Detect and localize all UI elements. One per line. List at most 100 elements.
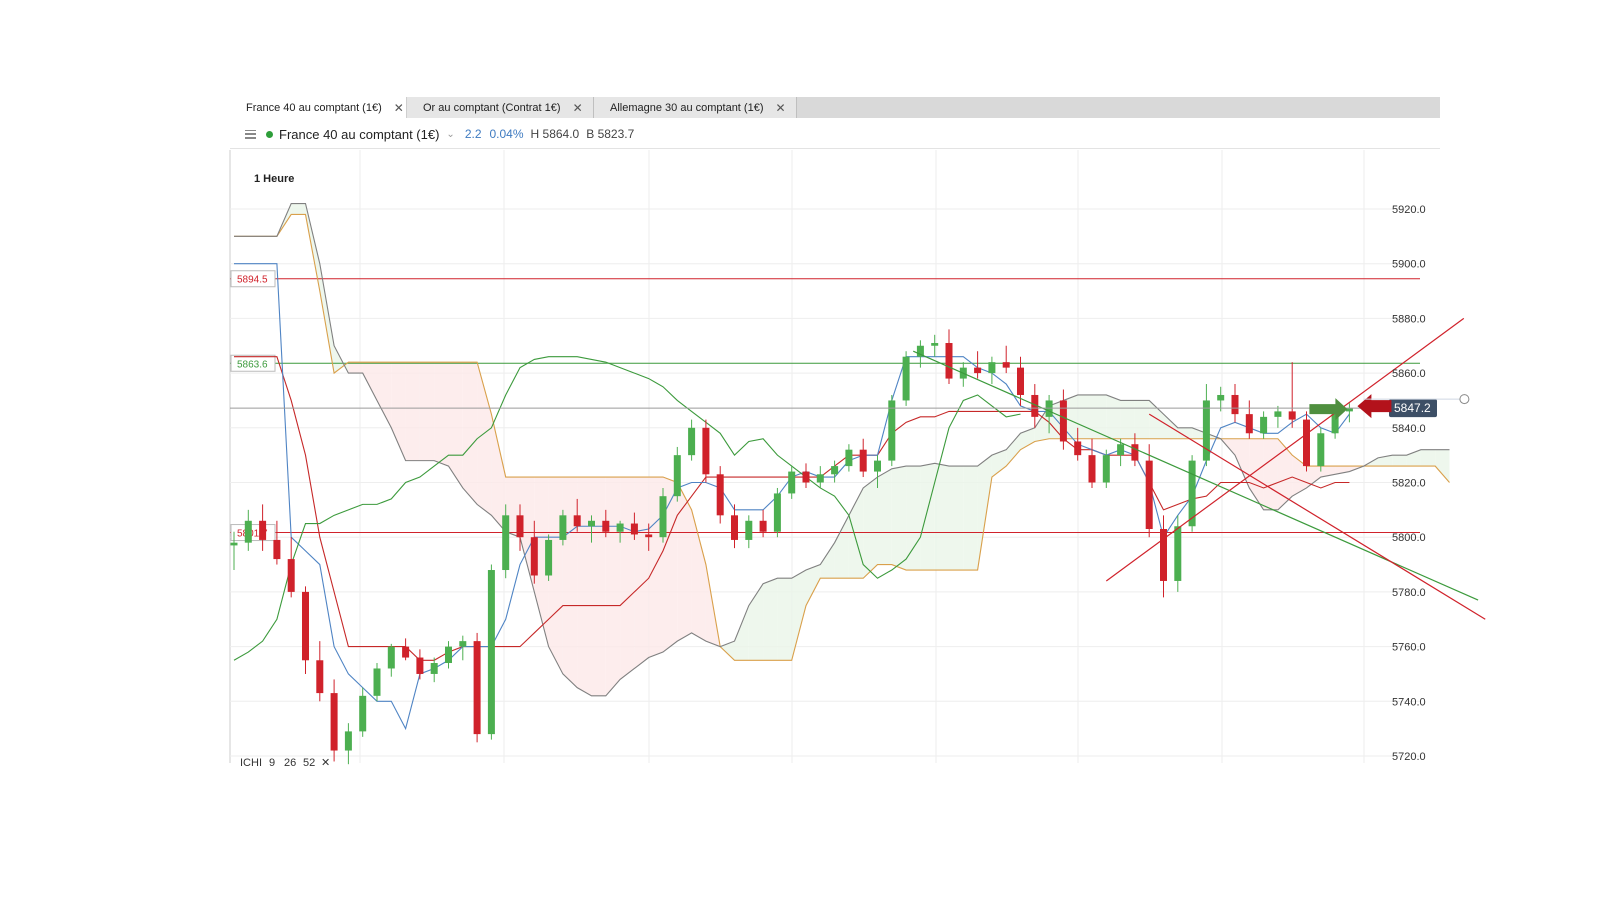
cloud-segment xyxy=(1306,466,1321,488)
tab-label: France 40 au comptant (1€) xyxy=(246,101,382,114)
cloud-segment xyxy=(906,466,921,571)
candle-body xyxy=(302,591,309,661)
candle-body xyxy=(874,460,881,472)
cloud-segment xyxy=(1006,433,1021,467)
close-tab-icon[interactable]: ✕ xyxy=(572,100,583,115)
cloud-segment xyxy=(1177,427,1193,439)
candle-body xyxy=(230,542,238,546)
candle-body xyxy=(1088,455,1096,483)
tab-label: Or au comptant (Contrat 1€) xyxy=(423,101,561,114)
instrument-tab-bar: France 40 au comptant (1€) ✕ Or au compt… xyxy=(230,97,1440,118)
cloud-segment xyxy=(677,482,692,642)
candle-body xyxy=(1102,455,1110,483)
candle-body xyxy=(1202,400,1210,461)
candle-body xyxy=(673,455,681,497)
price-change: 2.2 xyxy=(464,127,482,141)
annotations: 5847.2 xyxy=(230,394,1470,421)
candle-body xyxy=(287,559,295,592)
cloud-segment xyxy=(720,641,735,661)
candle-body xyxy=(731,515,738,540)
candle-body xyxy=(259,520,267,540)
cloud-segment xyxy=(1435,449,1450,483)
candle-body xyxy=(516,515,524,538)
cloud-segment xyxy=(1134,400,1150,439)
trendline xyxy=(1148,413,1486,620)
cloud-segment xyxy=(434,362,449,467)
cloud-segment xyxy=(491,414,506,532)
candle-body xyxy=(330,693,338,751)
price-tick-label: 5820.0 xyxy=(1392,478,1426,490)
remove-indicator-icon[interactable]: ✕ xyxy=(321,757,330,769)
cloud-segment xyxy=(620,477,635,680)
close-tab-icon[interactable]: ✕ xyxy=(775,100,786,115)
candle-body xyxy=(344,731,352,751)
candle-body xyxy=(1260,416,1268,434)
level-label-box xyxy=(230,354,276,372)
cloud-segment xyxy=(405,362,420,461)
cloud-segment xyxy=(1292,455,1307,497)
cloud-segment xyxy=(1020,427,1035,450)
cloud-segment xyxy=(448,362,463,488)
price-tick-label: 5860.0 xyxy=(1392,368,1426,380)
session-low: B 5823.7 xyxy=(586,127,635,141)
trendline xyxy=(1105,317,1465,582)
price-tick-label: 5800.0 xyxy=(1392,532,1426,544)
candle-body xyxy=(387,646,395,669)
candle-body xyxy=(430,663,438,674)
ichimoku-cloud xyxy=(276,203,1450,696)
candle-body xyxy=(244,520,252,543)
cloud-segment xyxy=(377,362,392,428)
candle-body xyxy=(931,343,939,346)
candle-body xyxy=(1045,400,1053,417)
tab-or[interactable]: Or au comptant (Contrat 1€) ✕ xyxy=(407,97,594,118)
cloud-segment xyxy=(934,463,949,571)
tab-allemagne-30[interactable]: Allemagne 30 au comptant (1€) ✕ xyxy=(594,97,797,118)
candle-body xyxy=(802,471,810,483)
candle-body xyxy=(445,646,452,664)
close-tab-icon[interactable]: ✕ xyxy=(393,100,404,115)
cloud-segment xyxy=(634,477,649,669)
candle-body xyxy=(530,537,538,576)
cloud-segment xyxy=(949,466,964,571)
cloud-segment xyxy=(562,477,578,688)
candle-body xyxy=(273,539,281,560)
price-axis: 5920.0 5900.0 5880.0 5860.0 5840.0 5820.0 5800… xyxy=(1392,204,1426,763)
menu-icon[interactable] xyxy=(245,129,256,139)
candle-body xyxy=(588,520,595,527)
price-tick-label: 5900.0 xyxy=(1392,259,1426,271)
market-open-status-icon xyxy=(266,130,273,138)
drawing-handle-icon xyxy=(1459,394,1470,405)
last-price-box xyxy=(1389,399,1437,418)
cloud-segment xyxy=(748,583,764,661)
cloud-segment xyxy=(1392,455,1407,467)
candle-body xyxy=(1074,441,1082,456)
cloud-segment xyxy=(1420,449,1436,467)
chevron-down-icon[interactable]: ⌄ xyxy=(446,128,455,140)
cloud-segment xyxy=(648,477,663,658)
cloud-segment xyxy=(834,515,849,579)
candle-body xyxy=(616,523,624,532)
candle-body xyxy=(1303,419,1310,467)
candle-body xyxy=(831,466,839,475)
cloud-segment xyxy=(777,578,792,661)
trendlines xyxy=(913,317,1486,620)
candle-body xyxy=(945,343,953,379)
tab-france-40[interactable]: France 40 au comptant (1€) ✕ xyxy=(230,97,407,118)
cloud-segment xyxy=(591,477,606,696)
cloud-segment xyxy=(520,477,535,592)
cloud-segment xyxy=(963,466,978,571)
candle-body xyxy=(1317,433,1325,467)
buy-arrow-icon xyxy=(1309,398,1348,421)
cloud-segment xyxy=(820,542,835,579)
candle-body xyxy=(816,474,824,483)
candle-body xyxy=(502,515,510,571)
candle-body xyxy=(988,362,996,374)
candle-body xyxy=(1274,411,1282,417)
chikou-span-line xyxy=(233,356,1021,661)
cloud-segment xyxy=(977,455,992,571)
cloud-segment xyxy=(848,487,864,579)
cloud-segment xyxy=(605,477,621,696)
candle-body xyxy=(759,520,767,532)
cloud-segment xyxy=(1106,394,1121,439)
